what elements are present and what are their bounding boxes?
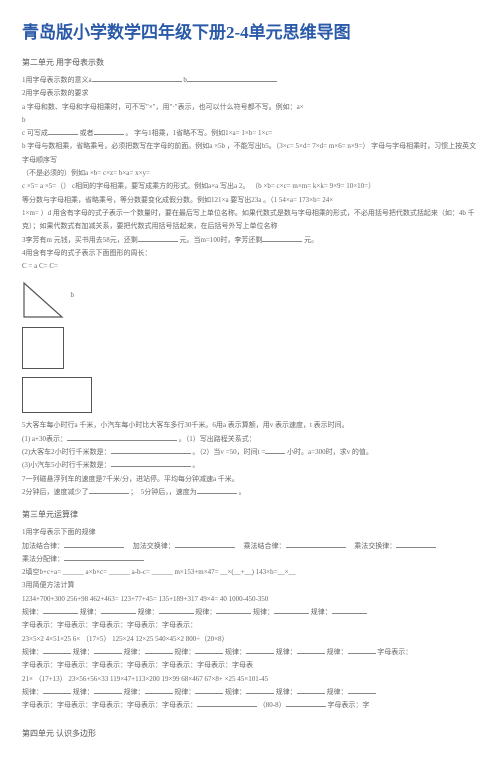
text: 。（1）写出路程关系式：: [179, 435, 256, 443]
text: 规律：: [22, 648, 43, 656]
text: (3)小汽车5小时行千米数是：: [22, 461, 111, 469]
text-line: 规律： 规律： 规律： 规律： 规律： 规律：: [22, 606, 482, 619]
text: 。 字与1相乘，1省略不写。例如1×a= 1×b= 1×c=: [125, 129, 272, 137]
text: 规律：: [22, 608, 43, 616]
text-line: 5大客车每小时行a 千米，小汽车每小时比大客车多行30千米。6用a 表示算额，用…: [22, 419, 482, 432]
text-line: (2)大客车2小时行千米数是： 。（2）当v =50，时间t = 小时。a=30…: [22, 446, 482, 459]
triangle-shape: b: [22, 281, 64, 319]
text: 元。当m=100时，李芳还剩: [179, 236, 262, 244]
shape-group: b: [22, 281, 482, 413]
text: 1用字母表示数的意义a: [22, 76, 92, 84]
section-unit4: 第四单元 认识多边形: [22, 728, 482, 739]
text-line: c 可写成 或者 。 字与1相乘，1省略不写。例如1×a= 1×b= 1×c=: [22, 127, 482, 140]
text: 规律：: [124, 648, 145, 656]
text: 乘法结合律：: [237, 542, 286, 550]
text-line: 1234+700+300 256+98 462+463= 123+77+45= …: [22, 593, 482, 606]
text: 规律：: [276, 688, 297, 696]
text: 加法交换律：: [126, 542, 175, 550]
text-line: 字母表示：字母表示：字母表示：字母表示：字母表示： （80-8） 字母表示：字: [22, 699, 482, 712]
text: 字母表示：字: [327, 701, 369, 709]
text: 乘法交换律：: [347, 542, 396, 550]
text-line: a 字母和数、字母和字母相乘时，可不写"×"，用"·"表示，也可以什么符号都不写…: [22, 101, 482, 114]
text-line: 2填空b+c+a= ______ a×b×c= ______ a-b-c= __…: [22, 566, 482, 579]
text: 规律：: [22, 688, 43, 696]
text: c 可写成: [22, 129, 48, 137]
text: 规律：: [80, 608, 101, 616]
text-line: 字母表示：字母表示：字母表示：字母表示：字母表示：: [22, 619, 482, 632]
text: 字母表示：字母表示：字母表示：字母表示：字母表示：: [22, 701, 197, 709]
text-line: 1用字母表示数的意义a b: [22, 74, 482, 87]
text-line: (1) a+30表示： 。（1）写出路程关系式：: [22, 433, 482, 446]
text: b: [183, 76, 187, 84]
text: 。: [239, 488, 246, 496]
text: 规律：: [174, 688, 195, 696]
rectangle-shape: [22, 377, 92, 413]
text-line: 规律： 规律： 规律： 规律： 规律： 规律： 规律：: [22, 686, 482, 699]
text: 规律：: [195, 608, 216, 616]
text: 3李芳有m 元钱，买书用去58元，还剩: [22, 236, 138, 244]
text-line: C = a C= C=: [22, 260, 482, 273]
text: (2)大客车2小时行千米数是：: [22, 448, 111, 456]
text: 规律：: [253, 608, 274, 616]
text-line: 1×m= ）d 用含有字母的式子表示一个数量时，要在最后写上单位名称。如果代数式…: [22, 207, 482, 234]
text-line: 乘法分配律：: [22, 553, 482, 566]
text-line: 21× （17+13） 23×56+56×33 119×47+113×200 1…: [22, 673, 482, 686]
text: 。（2）当v =50，时间t =: [192, 448, 265, 456]
text-line: 3李芳有m 元钱，买书用去58元，还剩 元。当m=100时，李芳还剩 元。: [22, 234, 482, 247]
section-unit3: 第三单元运算律: [22, 509, 482, 520]
text: 。: [192, 461, 199, 469]
text: 规律：: [73, 688, 94, 696]
text: ； 5分钟后，，速度为: [130, 488, 197, 496]
text: 规律：: [73, 648, 94, 656]
text: 规律：: [327, 648, 348, 656]
text: 规律：: [124, 688, 145, 696]
square-shape: [22, 327, 64, 369]
text-line: 23×5×2 4×51×25 6× （17×5） 125×24 12×25 54…: [22, 633, 482, 646]
text: 字母表示：: [377, 648, 412, 656]
text: 或者: [80, 129, 94, 137]
text: 规律：: [276, 648, 297, 656]
page-title: 青岛版小学数学四年级下册2-4单元思维导图: [22, 18, 482, 43]
text: 加法结合律：: [22, 542, 64, 550]
text-line: 2分钟后，速度减少了 ； 5分钟后，，速度为 。: [22, 486, 482, 499]
text-line: 规律： 规律： 规律： 规律： 规律： 规律： 规律： 字母表示：: [22, 646, 482, 659]
text: 小时。a=300时，求v 的值。: [287, 448, 373, 456]
text-line: b 字母与数相乘，省略乘号，必须把数写在字母的前面。例如a ×5b ，不能写出b…: [22, 140, 482, 167]
text-line: c ×5= a ×5=（） c相同的字母相乘，要写成乘方的形式。例如a×a 写出…: [22, 180, 482, 193]
text-line: 7一列磁悬浮列车的速度是7千米/分，进站停。平均每分钟减速a 千米。: [22, 473, 482, 486]
text-line: 等分数与字母相乘，省略乘号，等分数要变化成假分数。例如121×a 要写出23a …: [22, 194, 482, 207]
text-line: b: [22, 114, 482, 127]
text: 乘法分配律：: [22, 555, 64, 563]
text: 规律：: [138, 608, 159, 616]
text: （80-8）: [259, 701, 286, 709]
text: 元。: [304, 236, 318, 244]
text: 规律：: [174, 648, 195, 656]
text: 规律：: [225, 688, 246, 696]
text-line: （不是必须的）例如a ×b= c×z= b×a= x×y=: [22, 167, 482, 180]
section-unit2: 第二单元 用字母表示数: [22, 57, 482, 68]
triangle-label: b: [71, 291, 75, 299]
text: (1) a+30表示：: [22, 435, 67, 443]
text-line: 3用简便方法计算: [22, 579, 482, 592]
text-line: 2用字母表示数的要求: [22, 87, 482, 100]
text: 2分钟后，速度减少了: [22, 488, 89, 496]
text: 规律：: [225, 648, 246, 656]
text-line: 字母表示：字母表示：字母表示：字母表示：字母表示：字母表示：字母表: [22, 659, 482, 672]
text-line: (3)小汽车5小时行千米数是： 。: [22, 459, 482, 472]
text: 规律：: [327, 688, 348, 696]
text-line: 4用含有字母的式子表示下面图形的周长：: [22, 247, 482, 260]
text: 规律：: [311, 608, 332, 616]
text-line: 加法结合律： 加法交换律： 乘法结合律： 乘法交换律：: [22, 540, 482, 553]
text-line: 1用字母表示下面的规律: [22, 526, 482, 539]
